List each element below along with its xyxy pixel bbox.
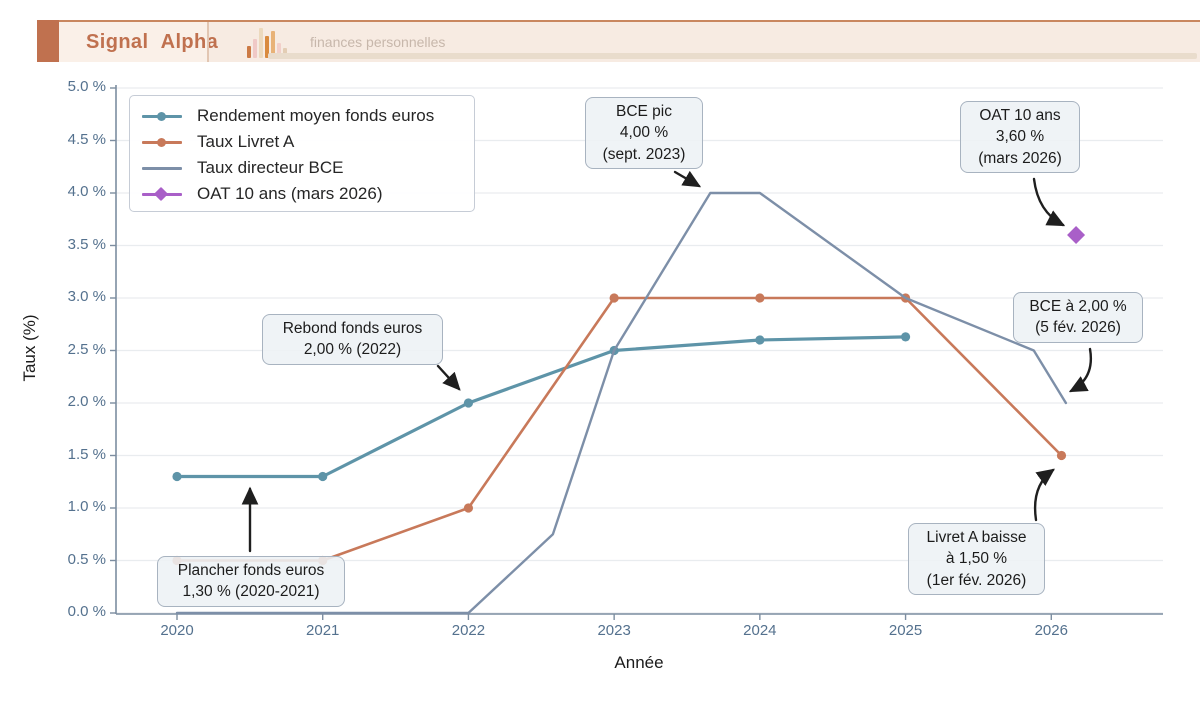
x-tick-label: 2022 <box>451 622 486 639</box>
x-tick-label: 2020 <box>160 622 194 639</box>
annotation-livret-a-baisse: Livret A baisse à 1,50 % (1er fév. 2026) <box>908 523 1045 596</box>
y-tick-label: 3.0 % <box>67 288 106 305</box>
annotation-plancher-fonds-euros: Plancher fonds euros 1,30 % (2020-2021) <box>157 556 345 607</box>
legend-swatch-line <box>142 159 182 177</box>
data-point-marker <box>172 471 182 482</box>
series-line <box>175 335 908 479</box>
data-point-marker <box>755 293 765 303</box>
y-tick-label: 0.5 % <box>67 550 106 568</box>
x-tick-label: 2024 <box>743 622 777 639</box>
y-tick-label: 0.0 % <box>67 603 106 620</box>
arrow-oat <box>1032 177 1066 227</box>
x-axis-label: Année <box>614 653 664 672</box>
legend-item-bce: Taux directeur BCE <box>142 155 462 180</box>
legend-item-livret-a: Taux Livret A <box>142 129 462 154</box>
series-line <box>175 191 1068 615</box>
annotation-arrows <box>241 170 1092 553</box>
annotation-oat-10-ans: OAT 10 ans 3,60 % (mars 2026) <box>960 101 1080 174</box>
y-tick-label: 2.5 % <box>67 340 106 358</box>
y-axis-label: Taux (%) <box>20 314 39 382</box>
data-point-marker <box>318 471 328 482</box>
brand-square <box>37 20 59 62</box>
y-tick-label: 4.0 % <box>67 183 106 200</box>
data-point-marker <box>900 332 911 342</box>
annotation-rebond-fonds-euros: Rebond fonds euros 2,00 % (2022) <box>262 314 443 365</box>
brand-title-zone <box>59 22 207 62</box>
y-tick-label: 3.5 % <box>67 235 106 253</box>
y-tick-label: 1.5 % <box>67 445 106 463</box>
data-point-marker <box>1056 450 1067 461</box>
legend-item-oat: OAT 10 ans (mars 2026) <box>142 181 462 206</box>
x-tick-label: 2021 <box>306 622 340 639</box>
data-point-marker <box>463 398 474 408</box>
x-tick-label: 2023 <box>597 622 631 639</box>
data-point-marker <box>755 335 765 345</box>
legend-swatch-line-circle <box>142 133 182 151</box>
header-divider <box>207 22 209 62</box>
x-tick-label: 2025 <box>888 622 923 639</box>
annotation-bce-2-pourcent: BCE à 2,00 % (5 fév. 2026) <box>1013 292 1143 343</box>
y-tick-label: 4.5 % <box>67 130 106 148</box>
brand-name: Signal Alpha <box>86 31 219 53</box>
arrow-livret <box>1033 468 1055 522</box>
y-tick-label: 5.0 % <box>67 78 106 95</box>
data-point-marker <box>463 503 474 513</box>
annotation-bce-pic: BCE pic 4,00 % (sept. 2023) <box>585 97 703 170</box>
header-tagline: finances personnelles <box>310 34 446 50</box>
legend: Rendement moyen fonds euros Taux Livret … <box>129 95 475 212</box>
x-tick-label: 2026 <box>1034 622 1068 639</box>
gridlines <box>116 87 1163 614</box>
legend-swatch-line-diamond <box>142 185 182 203</box>
arrow-bce-pic <box>673 170 702 188</box>
arrow-rebond <box>436 364 461 391</box>
legend-item-fonds-euros: Rendement moyen fonds euros <box>142 103 462 128</box>
y-tick-label: 2.0 % <box>67 393 106 410</box>
legend-swatch-line-circle <box>142 107 182 125</box>
data-point-diamond <box>1067 226 1086 244</box>
arrow-bce-2 <box>1068 347 1092 393</box>
y-tick-label: 1.0 % <box>67 498 106 515</box>
header-underline-bar <box>268 53 1197 59</box>
data-point-marker <box>609 293 619 303</box>
